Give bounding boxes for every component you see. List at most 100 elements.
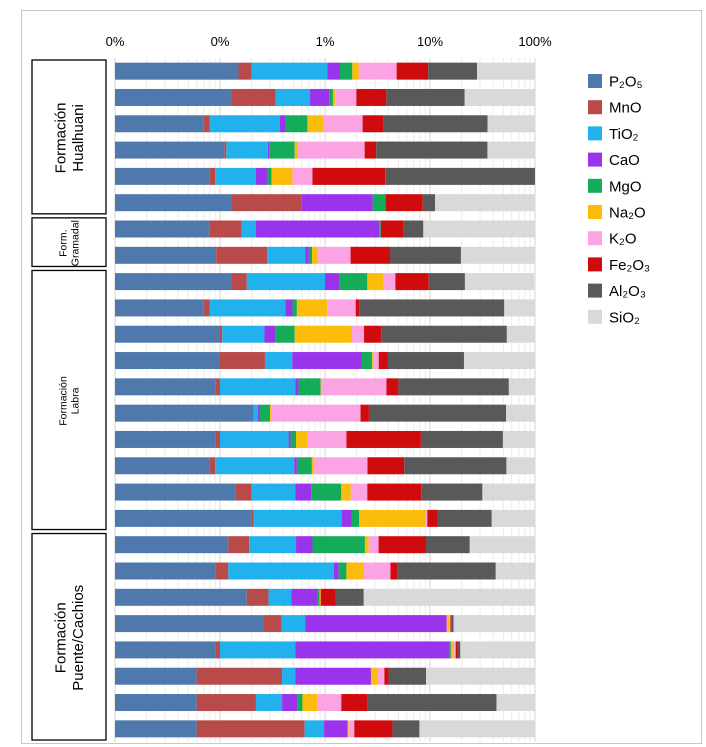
legend-entry: Na₂O bbox=[609, 205, 646, 222]
bar-segment-Al₂O₃ bbox=[359, 299, 505, 317]
bar-segment-P₂O₅ bbox=[115, 404, 254, 422]
bar-segment-Fe₂O₃ bbox=[395, 273, 429, 291]
bar-segment-TiO₂ bbox=[226, 141, 268, 159]
bar-segment-P₂O₅ bbox=[115, 667, 197, 685]
bar-segment-TiO₂ bbox=[255, 694, 283, 712]
bar-segment-MnO bbox=[203, 115, 210, 133]
bar-segment-K₂O bbox=[351, 325, 365, 343]
bar-segment-CaO bbox=[327, 62, 341, 80]
legend-entry: TiO₂ bbox=[609, 126, 639, 143]
bar-segment-Na₂O bbox=[450, 641, 454, 659]
group-box bbox=[31, 217, 107, 268]
bar-segment-SiO₂ bbox=[477, 62, 535, 80]
bar-segment-MgO bbox=[269, 141, 295, 159]
bar-segment-K₂O bbox=[449, 615, 451, 633]
bar-segment-TiO₂ bbox=[209, 115, 280, 133]
bar-segment-P₂O₅ bbox=[115, 457, 210, 475]
bar-segment-P₂O₅ bbox=[115, 194, 232, 212]
bar-segment-TiO₂ bbox=[228, 562, 334, 580]
legend-entry: K₂O bbox=[609, 231, 637, 248]
bar-segment-SiO₂ bbox=[491, 509, 535, 527]
bar-segment-Na₂O bbox=[372, 352, 374, 370]
bar-segment-Na₂O bbox=[347, 720, 349, 738]
legend-swatch bbox=[588, 231, 602, 246]
bar-segment-MgO bbox=[317, 588, 320, 606]
bar-segment-Al₂O₃ bbox=[376, 141, 488, 159]
group-label-line: Formación bbox=[58, 376, 70, 426]
bar-segment-MnO bbox=[196, 667, 283, 685]
bar-segment-P₂O₅ bbox=[115, 299, 204, 317]
group-label: Formación Labra bbox=[58, 376, 82, 426]
chart-frame bbox=[21, 10, 702, 744]
bar-segment-Fe₂O₃ bbox=[380, 220, 404, 238]
bar-segment-Al₂O₃ bbox=[421, 483, 483, 501]
bar-segment-Na₂O bbox=[352, 62, 359, 80]
bar-segment-SiO₂ bbox=[426, 667, 535, 685]
x-tick-label: 10% bbox=[417, 34, 443, 49]
bar-segment-SiO₂ bbox=[504, 299, 535, 317]
group-label: Formación Puente/Cachios bbox=[53, 585, 87, 691]
bar-segment-K₂O bbox=[317, 694, 342, 712]
bar-segment-MgO bbox=[296, 457, 312, 475]
bar-segment-MgO bbox=[298, 378, 321, 396]
legend-swatch bbox=[588, 205, 602, 219]
bar-segment-Fe₂O₃ bbox=[364, 325, 382, 343]
bar-segment-Na₂O bbox=[367, 273, 384, 291]
bar-segment-MgO bbox=[338, 562, 347, 580]
bar-segment-K₂O bbox=[373, 352, 379, 370]
bar-segment-Al₂O₃ bbox=[390, 246, 461, 264]
bar-segment-P₂O₅ bbox=[115, 483, 236, 501]
bar-segment-CaO bbox=[291, 588, 318, 606]
bar-segment-MgO bbox=[312, 536, 365, 554]
bar-segment-MgO bbox=[351, 509, 360, 527]
bar-segment-K₂O bbox=[368, 536, 379, 554]
bar-segment-Al₂O₃ bbox=[385, 167, 535, 185]
bar-segment-Na₂O bbox=[307, 115, 324, 133]
bar-segment-CaO bbox=[264, 325, 276, 343]
bar-segment-MgO bbox=[292, 299, 297, 317]
bar-segment-Na₂O bbox=[446, 615, 450, 633]
legend-entry: SiO₂ bbox=[609, 309, 640, 326]
bar-segment-Al₂O₃ bbox=[392, 720, 420, 738]
bar-segment-TiO₂ bbox=[220, 430, 289, 448]
bar-segment-Al₂O₃ bbox=[397, 562, 496, 580]
group-label: Form. Gramadal bbox=[58, 220, 82, 266]
bar-segment-P₂O₅ bbox=[115, 352, 220, 370]
bar-segment-K₂O bbox=[323, 115, 363, 133]
bar-segment-TiO₂ bbox=[220, 378, 296, 396]
bar-segment-Na₂O bbox=[359, 509, 426, 527]
bar-segment-MnO bbox=[231, 273, 247, 291]
bar-segment-CaO bbox=[295, 667, 371, 685]
bar-segment-SiO₂ bbox=[495, 562, 535, 580]
bar-segment-Fe₂O₃ bbox=[396, 62, 429, 80]
bar-segment-Fe₂O₃ bbox=[390, 562, 398, 580]
bar-segment-Fe₂O₃ bbox=[367, 483, 422, 501]
bar-segment-Na₂O bbox=[294, 141, 299, 159]
bar-segment-MnO bbox=[216, 246, 268, 264]
bar-segment-MnO bbox=[263, 615, 282, 633]
bar-segment-K₂O bbox=[358, 62, 397, 80]
bar-segment-CaO bbox=[333, 562, 339, 580]
group-label-line: Labra bbox=[70, 387, 82, 414]
bar-segment-Al₂O₃ bbox=[457, 641, 461, 659]
bar-segment-SiO₂ bbox=[463, 352, 535, 370]
bar-segment-K₂O bbox=[271, 404, 361, 422]
bar-segment-Al₂O₃ bbox=[422, 194, 436, 212]
bar-segment-SiO₂ bbox=[487, 115, 535, 133]
bar-segment-Na₂O bbox=[294, 325, 352, 343]
bar-segment-MgO bbox=[346, 720, 348, 738]
bar-segment-TiO₂ bbox=[282, 667, 296, 685]
bar-segment-Na₂O bbox=[302, 694, 318, 712]
bar-segment-CaO bbox=[279, 115, 286, 133]
bar-segment-P₂O₅ bbox=[115, 641, 216, 659]
group-box bbox=[31, 269, 107, 531]
bar-segment-SiO₂ bbox=[508, 378, 535, 396]
legend-swatch bbox=[588, 309, 602, 324]
bar-segment-Al₂O₃ bbox=[387, 352, 464, 370]
bar-segment-CaO bbox=[295, 641, 450, 659]
bar-segment-Al₂O₃ bbox=[404, 457, 507, 475]
bar-segment-Al₂O₃ bbox=[428, 273, 465, 291]
bar-segment-CaO bbox=[267, 141, 270, 159]
bar-segment-CaO bbox=[310, 88, 330, 106]
